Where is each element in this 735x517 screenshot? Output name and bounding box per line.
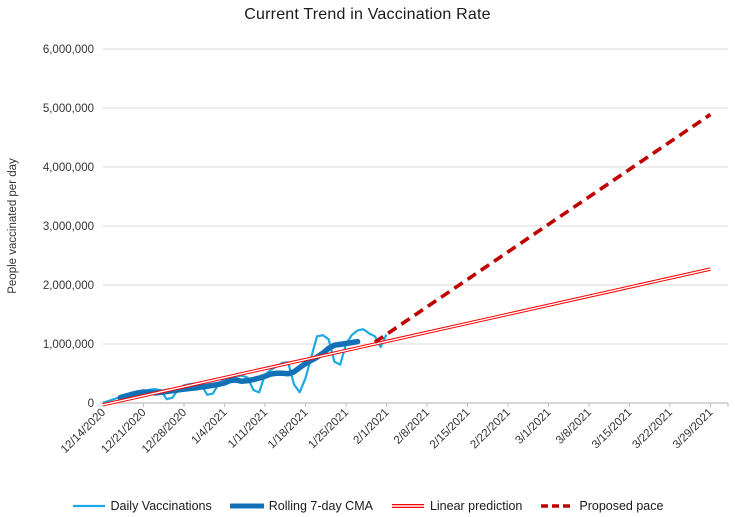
linear-prediction-line-inner xyxy=(102,268,711,406)
legend-item-linear-prediction: Linear prediction xyxy=(391,499,522,513)
proposed-pace-line xyxy=(373,113,712,344)
x-tick-label: 3/1/2021 xyxy=(513,407,553,447)
legend-label-rolling-cma: Rolling 7-day CMA xyxy=(268,499,373,513)
x-tick-label: 3/15/2021 xyxy=(590,407,635,452)
y-axis-title: People vaccinated per day xyxy=(7,158,19,294)
x-tick-label: 3/22/2021 xyxy=(630,407,675,452)
x-tick-label: 2/22/2021 xyxy=(468,407,513,452)
x-tick-label: 2/1/2021 xyxy=(351,407,391,447)
linear-prediction-line-icon xyxy=(391,504,424,508)
x-tick-label: 2/8/2021 xyxy=(392,407,432,447)
x-tick-label: 3/8/2021 xyxy=(554,407,594,447)
x-tick-label: 1/25/2021 xyxy=(306,407,351,452)
y-tick-label: 0 xyxy=(88,398,94,410)
x-tick-label: 1/18/2021 xyxy=(266,407,311,452)
legend-item-daily-vaccinations: Daily Vaccinations xyxy=(72,499,212,513)
legend-label-proposed-pace: Proposed pace xyxy=(579,499,664,513)
proposed-pace-line-icon xyxy=(541,504,574,508)
x-tick-label: 1/11/2021 xyxy=(226,407,270,451)
legend-item-proposed-pace: Proposed pace xyxy=(540,499,663,513)
daily-vaccinations-line xyxy=(102,328,388,404)
x-tick-label: 2/15/2021 xyxy=(428,407,473,452)
y-tick-label: 3,000,000 xyxy=(43,221,94,233)
chart-title: Current Trend in Vaccination Rate xyxy=(244,6,491,23)
legend-label-linear-prediction: Linear prediction xyxy=(429,499,523,513)
legend-item-rolling-cma: Rolling 7-day CMA xyxy=(229,499,373,513)
legend-label-daily-vaccinations: Daily Vaccinations xyxy=(110,499,212,513)
x-tick-label: 1/4/2021 xyxy=(189,407,229,447)
y-tick-label: 5,000,000 xyxy=(43,103,94,115)
chart-legend: Daily Vaccinations Rolling 7-day CMA Lin… xyxy=(0,499,735,513)
y-tick-label: 4,000,000 xyxy=(43,162,94,174)
x-tick-label: 3/29/2021 xyxy=(671,407,716,452)
rolling-cma-line-icon xyxy=(229,503,264,509)
y-tick-label: 6,000,000 xyxy=(43,44,94,56)
y-tick-label: 2,000,000 xyxy=(43,280,94,292)
daily-vaccinations-line-icon xyxy=(72,504,105,508)
y-tick-label: 1,000,000 xyxy=(43,339,94,351)
